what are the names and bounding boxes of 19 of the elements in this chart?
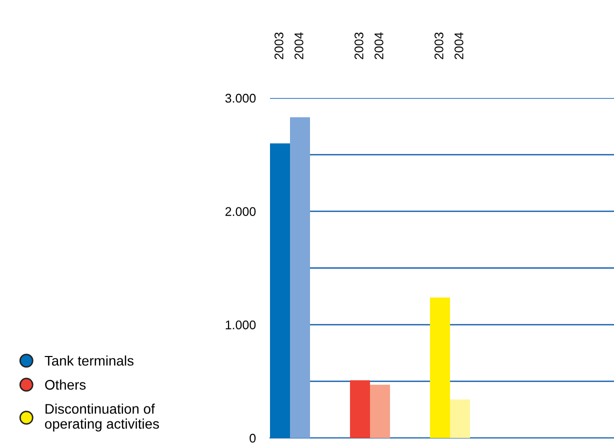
x-tick-label: 2003 xyxy=(274,32,284,60)
bar xyxy=(370,384,390,438)
x-tick-label: 2004 xyxy=(454,32,464,60)
x-tick-label: 2003 xyxy=(354,32,364,60)
legend-label: Discontinuation of operating activities xyxy=(45,404,159,432)
bar xyxy=(290,117,310,438)
x-tick-label: 2004 xyxy=(294,32,304,60)
y-tick-label: 0 xyxy=(250,434,256,443)
y-tick-label: 2.000 xyxy=(225,207,256,216)
bar xyxy=(350,380,370,438)
x-tick-label: 2003 xyxy=(434,32,444,60)
bar xyxy=(270,143,290,438)
x-tick-label: 2004 xyxy=(374,32,384,60)
legend-label: Others xyxy=(45,380,86,390)
y-tick-label: 1.000 xyxy=(226,320,256,330)
bar xyxy=(430,297,450,438)
legend-label: Tank terminals xyxy=(44,355,134,366)
bar xyxy=(450,399,470,438)
y-tick-label: 3.000 xyxy=(225,94,256,103)
